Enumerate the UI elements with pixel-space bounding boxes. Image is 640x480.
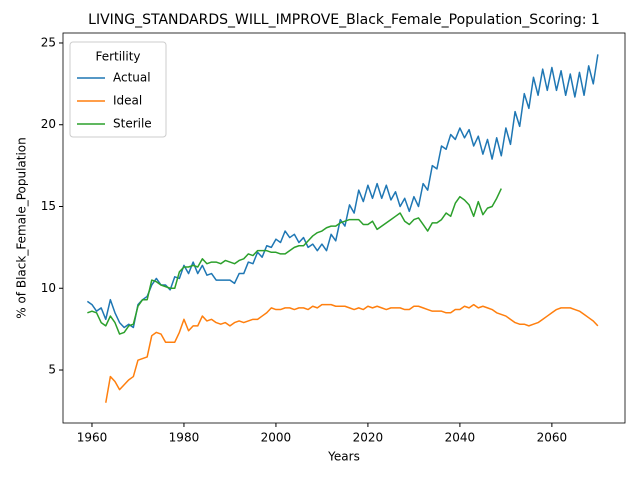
y-axis-label: % of Black_Female_Population — [15, 137, 29, 319]
plot-frame — [62, 32, 626, 424]
series-line — [86, 54, 599, 329]
x-tick-label: 1960 — [77, 431, 108, 445]
y-tick-label: 5 — [48, 363, 56, 377]
y-tick-label: 15 — [41, 199, 56, 213]
legend-box — [69, 41, 167, 138]
x-tick-label: 2040 — [445, 431, 476, 445]
legend-label: Ideal — [113, 94, 142, 108]
y-tick-label: 25 — [41, 35, 56, 49]
x-tick-label: 2020 — [353, 431, 384, 445]
series-line — [87, 188, 502, 335]
legend-title: Fertility — [95, 50, 140, 64]
chart-title: LIVING_STANDARDS_WILL_IMPROVE_Black_Fema… — [88, 12, 600, 28]
series-line — [105, 303, 599, 403]
x-axis-label: Years — [327, 450, 360, 464]
legend-label: Actual — [113, 71, 151, 85]
x-tick-label: 2060 — [537, 431, 568, 445]
x-tick-label: 1980 — [169, 431, 200, 445]
y-tick-label: 10 — [41, 281, 56, 295]
x-tick-label: 2000 — [261, 431, 292, 445]
y-tick-label: 20 — [41, 117, 56, 131]
legend-label: Sterile — [113, 117, 152, 131]
